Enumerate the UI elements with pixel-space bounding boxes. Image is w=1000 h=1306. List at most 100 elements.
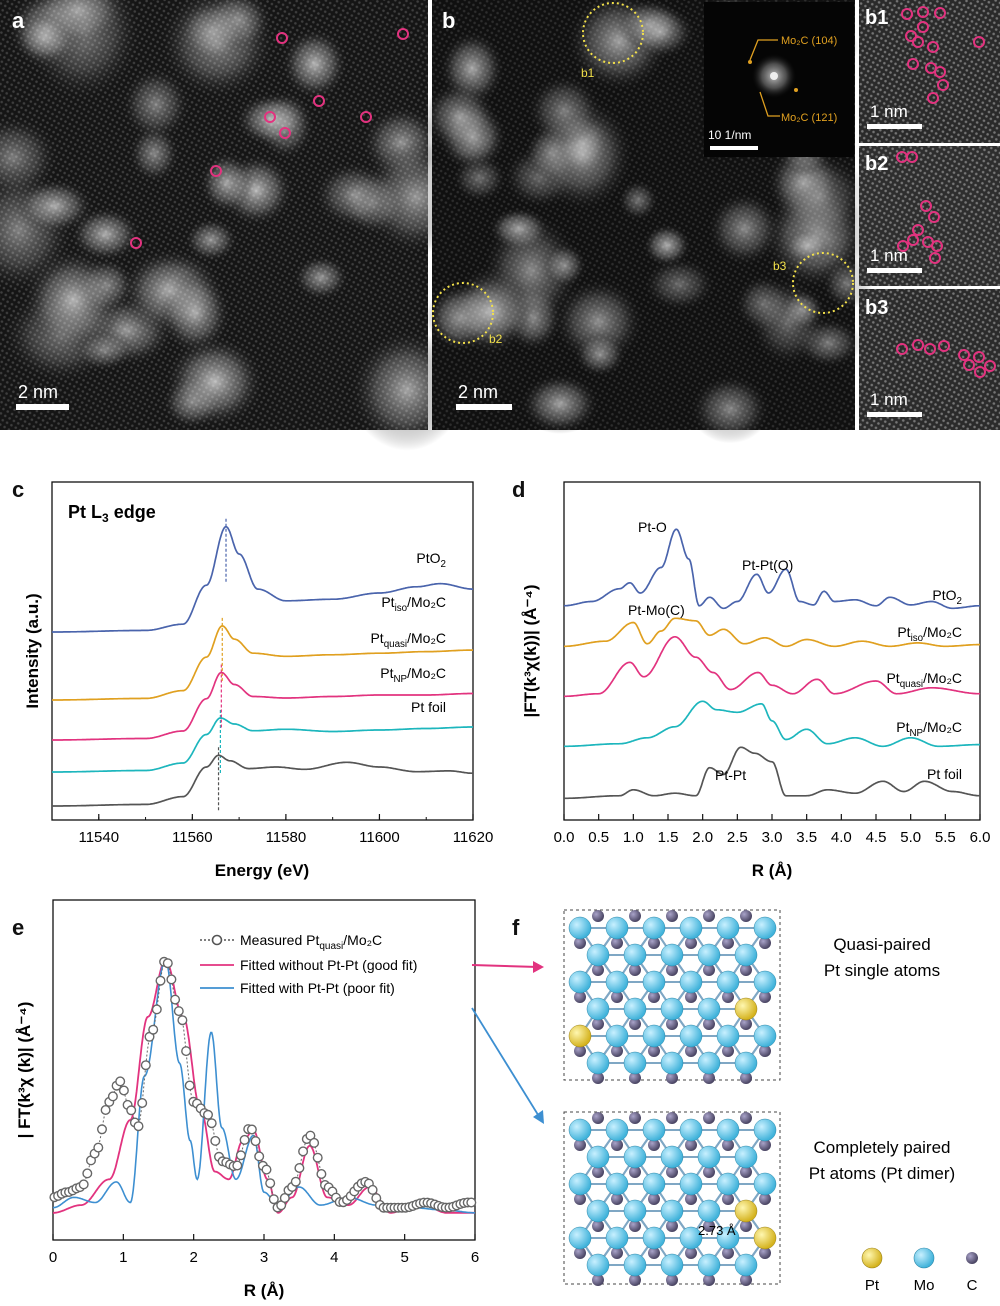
legend-fit-poor: Fitted with Pt-Pt (poor fit) (240, 980, 395, 996)
measured-point (466, 1197, 477, 1208)
region-b2-label: b2 (489, 332, 503, 346)
c-atom (685, 937, 697, 949)
mo-atom (660, 943, 684, 967)
panel-b2-label: b2 (865, 153, 888, 175)
measured-point (181, 1046, 192, 1057)
c-atom (629, 1274, 641, 1286)
c-atom (666, 1072, 678, 1084)
series-line-pt-iso-mo2c (52, 625, 473, 701)
fft-scale-text: 10 1/nm (708, 128, 751, 142)
panel-e-axes-frame (52, 899, 476, 1241)
legend-measured: Measured Ptquasi/Mo₂C (240, 932, 382, 952)
mo-atom (679, 916, 703, 940)
x-tick-label: 2.5 (727, 829, 748, 846)
measured-point (166, 974, 177, 985)
c-atom (703, 1018, 715, 1030)
measured-point (235, 1150, 246, 1161)
c-atom (592, 910, 604, 922)
single-atom-marker (963, 359, 975, 371)
c-atom (759, 1045, 771, 1057)
c-atom (703, 1112, 715, 1124)
mo-atom (660, 997, 684, 1021)
c-atom (629, 1018, 641, 1030)
series-line-pt-foil (52, 754, 473, 807)
mo-atom (679, 1118, 703, 1142)
measured-point (151, 1004, 162, 1015)
panel-e-ylabel: | FT(k³χ (k)| (Å⁻⁴) (15, 1002, 34, 1139)
measured-point (265, 1178, 276, 1189)
mo-atom (697, 1253, 721, 1277)
mo-atom (716, 970, 740, 994)
quasi-text-line2: Pt single atoms (824, 961, 940, 980)
c-atom (648, 937, 660, 949)
c-atom (740, 1220, 752, 1232)
c-atom (740, 1274, 752, 1286)
panel-d-xlabel: R (Å) (752, 861, 793, 880)
measured-point (250, 1136, 261, 1147)
mo-atom (623, 1051, 647, 1075)
peak-pt-pt-o: Pt-Pt(O) (742, 557, 793, 573)
region-b1-label: b1 (581, 66, 595, 80)
c-atom (759, 991, 771, 1003)
quasi-text-line1: Quasi-paired (833, 935, 930, 954)
single-atom-marker (938, 340, 950, 352)
fft-spot1-label: Mo₂C (104) (781, 35, 837, 47)
single-atom-marker (973, 351, 985, 363)
structure-dimer (568, 1112, 777, 1286)
single-atom-marker (897, 240, 909, 252)
mo-atom (753, 1172, 777, 1196)
measured-point (298, 1146, 309, 1157)
measured-point (155, 975, 166, 986)
panel-c-axes-frame (51, 481, 474, 821)
panel-e: e 0 1 2 3 4 5 6 Measured Ptquasi/Mo₂C Fitted w… (12, 899, 479, 1300)
x-tick-label: 0.5 (588, 829, 609, 846)
series-label-pt-quasi-mo2c: Ptquasi/Mo₂C (370, 630, 446, 650)
c-atom (666, 964, 678, 976)
c-atom (722, 1139, 734, 1151)
c-atom (722, 1193, 734, 1205)
peak-pt-mo: Pt-Mo(C) (628, 602, 685, 618)
mo-atom (642, 1118, 666, 1142)
single-atom-marker (907, 58, 919, 70)
panel-b3-label: b3 (865, 297, 888, 319)
mo-atom (568, 1226, 592, 1250)
c-atom (685, 1193, 697, 1205)
mo-atom (623, 1145, 647, 1169)
x-tick-label: 4.0 (831, 829, 852, 846)
c-atom (722, 1045, 734, 1057)
c-atom (703, 910, 715, 922)
c-atom (648, 1247, 660, 1259)
x-tick-label: 1 (119, 1249, 127, 1266)
single-atom-marker (931, 240, 943, 252)
series-line-pt-np-mo2c (52, 717, 473, 773)
c-atom (722, 937, 734, 949)
structure-quasi-paired (568, 910, 777, 1084)
measured-point (309, 1137, 320, 1148)
mo-atom (716, 1024, 740, 1048)
c-atom (592, 964, 604, 976)
c-atom (703, 1072, 715, 1084)
c-atom (592, 1072, 604, 1084)
series-line-pt-quasi-mo2c (564, 635, 981, 698)
pt-atom (734, 997, 758, 1021)
c-atom (740, 1072, 752, 1084)
mo-atom (716, 1118, 740, 1142)
x-tick-label: 11580 (266, 829, 307, 846)
mo-atom (642, 1172, 666, 1196)
region-b2-circle (432, 282, 494, 344)
mo-atom (716, 1226, 740, 1250)
x-tick-label: 3 (260, 1249, 268, 1266)
c-atom (574, 1247, 586, 1259)
measured-point (202, 1109, 213, 1120)
c-atom (611, 937, 623, 949)
x-tick-label: 11560 (172, 829, 213, 846)
single-atom-marker (912, 36, 924, 48)
single-atom-marker (929, 252, 941, 264)
peak-pt-pt: Pt-Pt (715, 767, 746, 783)
mo-atom (734, 1051, 758, 1075)
mo-atom (660, 1199, 684, 1223)
legend-pt-text: Pt (865, 1277, 880, 1294)
series-label-pto2: PtO2 (416, 550, 446, 570)
x-tick-label: 1.5 (658, 829, 679, 846)
measured-point (367, 1184, 378, 1195)
